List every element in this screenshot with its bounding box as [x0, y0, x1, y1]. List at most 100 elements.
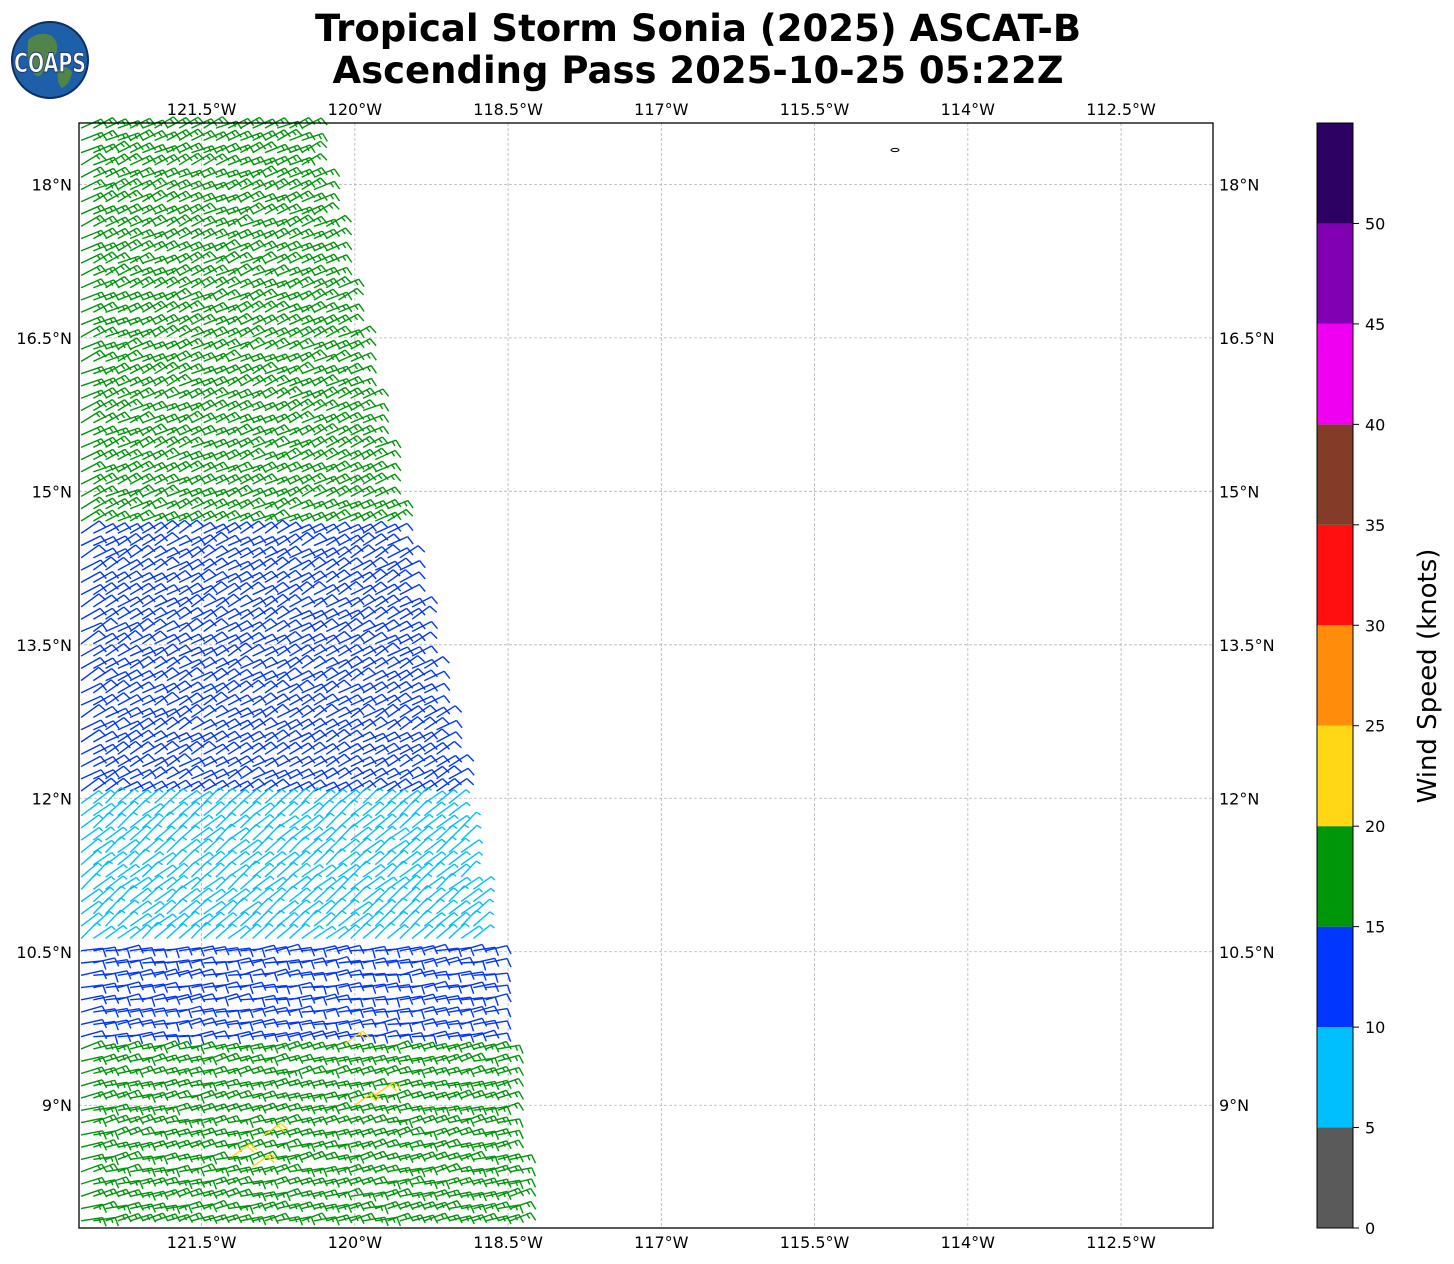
wind-barb [301, 153, 328, 166]
wind-barb [301, 389, 328, 399]
wind-barb [178, 241, 206, 252]
wind-barb [178, 300, 205, 313]
colorbar-tick-label: 0 [1365, 1219, 1375, 1238]
x-tick-label-top: 115.5°W [780, 100, 850, 119]
wind-barb [142, 313, 169, 326]
wind-barb [105, 153, 132, 166]
wind-barb [325, 325, 353, 338]
gridlines [79, 123, 1213, 1228]
x-tick-label-bottom: 118.5°W [473, 1233, 543, 1252]
wind-barb [154, 374, 181, 387]
colorbar-segment [1317, 323, 1353, 425]
colorbar-segment [1317, 424, 1353, 525]
wind-barb [80, 214, 107, 227]
wind-barb [215, 154, 242, 166]
wind-barb [338, 278, 365, 289]
wind-barb [350, 364, 377, 375]
wind-barb [80, 399, 107, 412]
wind-barb [289, 398, 316, 412]
y-tick-labels-right: 18°N 16.5°N 15°N 13.5°N 12°N 10.5°N 9°N [1219, 175, 1275, 1115]
wind-barb [338, 375, 365, 387]
wind-barb [252, 300, 279, 313]
wind-barb [252, 361, 279, 375]
wind-barb [203, 228, 230, 240]
wind-barb [227, 178, 254, 191]
wind-barb [166, 227, 193, 240]
wind-barb [252, 438, 279, 448]
wind-barb [215, 315, 243, 326]
wind-barb [191, 424, 218, 436]
wind-barb [154, 240, 181, 252]
wind-barb [105, 411, 132, 424]
wind-barb [92, 190, 120, 203]
wind-barb [178, 152, 205, 166]
wind-barb [289, 410, 316, 424]
wind-barb [301, 300, 328, 313]
colorbar-segment [1317, 1127, 1353, 1228]
wind-barb [154, 386, 181, 399]
wind-barb [215, 426, 243, 436]
wind-barb [301, 423, 328, 436]
wind-barb [289, 253, 316, 264]
y-tick-label-left: 9°N [42, 1096, 72, 1115]
wind-barb [92, 398, 120, 412]
wind-barb [276, 386, 303, 399]
wind-barb [227, 144, 255, 154]
y-tick-label-right: 10.5°N [1219, 943, 1275, 962]
coaps-logo: COAPS [11, 21, 89, 99]
colorbar-tick-label: 20 [1365, 817, 1385, 836]
wind-barb [338, 287, 365, 301]
wind-barb [92, 227, 120, 240]
wind-barb [166, 179, 193, 191]
x-tick-label-bottom: 121.5°W [167, 1233, 237, 1252]
y-tick-label-left: 12°N [32, 789, 72, 808]
wind-barb [166, 373, 193, 387]
wind-barb [105, 448, 132, 461]
x-tick-label-bottom: 120°W [328, 1233, 383, 1252]
chart-title-line2: Ascending Pass 2025-10-25 05:22Z [332, 49, 1063, 92]
wind-barb [142, 276, 169, 289]
wind-barb [154, 276, 181, 289]
colorbar-tick-label: 10 [1365, 1018, 1385, 1037]
wind-barb [154, 313, 181, 326]
colorbar-tick-label: 25 [1365, 717, 1385, 736]
wind-barb [215, 129, 242, 142]
wind-barb [80, 166, 108, 178]
wind-barb [166, 142, 193, 154]
wind-barb [276, 426, 304, 436]
wind-barb [301, 177, 328, 191]
wind-barb [129, 228, 157, 240]
wind-barb [215, 448, 242, 461]
wind-barb [227, 363, 255, 375]
colorbar-tick-label: 30 [1365, 616, 1385, 635]
wind-barb [325, 254, 353, 264]
wind-barb [325, 448, 353, 461]
wind-barb [313, 202, 340, 215]
wind-barb [350, 325, 377, 338]
wind-barb [252, 278, 279, 289]
wind-barb [117, 142, 144, 154]
wind-barb [325, 266, 353, 277]
wind-barb [117, 460, 144, 473]
wind-barb [362, 388, 390, 399]
wind-barb [166, 263, 193, 277]
wind-barb [350, 338, 377, 350]
wind-barb [252, 288, 279, 301]
plot-background [79, 123, 1213, 1228]
wind-barb [166, 350, 193, 363]
wind-barb [166, 362, 193, 375]
wind-barb [191, 227, 218, 240]
wind-barb [240, 425, 267, 436]
y-tick-label-right: 12°N [1219, 789, 1259, 808]
colorbar-segment [1317, 926, 1353, 1028]
wind-barb [325, 227, 353, 240]
colorbar-tick-label: 35 [1365, 516, 1385, 535]
wind-barb [154, 300, 181, 313]
wind-barb [264, 227, 291, 240]
wind-barb [117, 227, 144, 240]
wind-barb [105, 227, 132, 240]
wind-barb [325, 241, 353, 252]
wind-barb [166, 287, 193, 301]
wind-barb [289, 337, 316, 350]
wind-barb [362, 425, 390, 436]
